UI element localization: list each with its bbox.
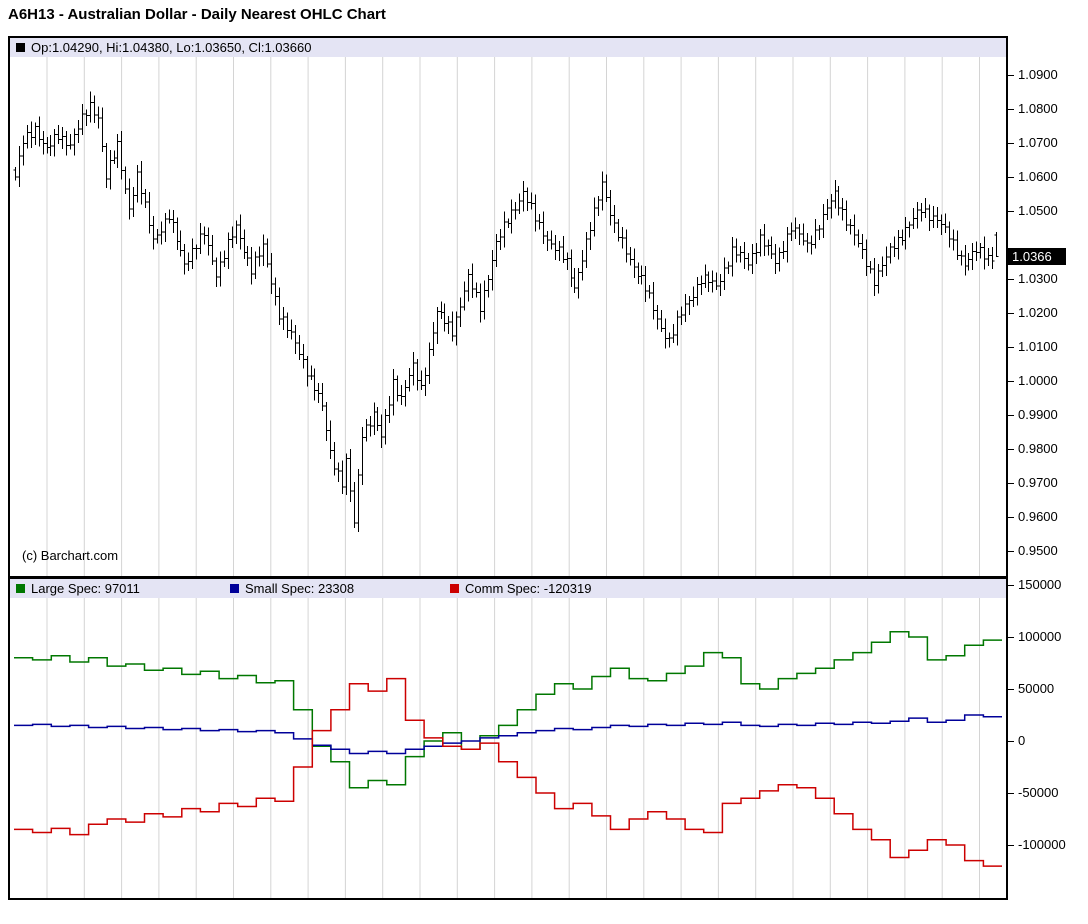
cot-legend-comm-spec: Comm Spec: -120319 bbox=[450, 581, 591, 596]
copyright-label: (c) Barchart.com bbox=[22, 548, 119, 563]
axis-tick-mark bbox=[1008, 792, 1014, 794]
axis-tick-label: 1.0600 bbox=[1018, 169, 1058, 184]
large-spec-label: Large Spec: 97011 bbox=[31, 581, 140, 596]
axis-tick-label: 1.0200 bbox=[1018, 305, 1058, 320]
axis-tick-mark bbox=[1008, 142, 1014, 144]
axis-tick-mark bbox=[1008, 844, 1014, 846]
axis-tick-label: 0.9500 bbox=[1018, 543, 1058, 558]
axis-tick-label: 1.0700 bbox=[1018, 135, 1058, 150]
chart-title: A6H13 - Australian Dollar - Daily Neares… bbox=[8, 6, 386, 23]
small-spec-swatch bbox=[230, 584, 239, 593]
ohlc-chart bbox=[13, 57, 999, 576]
axis-tick-mark bbox=[1008, 414, 1014, 416]
axis-tick-mark bbox=[1008, 312, 1014, 314]
comm-spec-label: Comm Spec: -120319 bbox=[465, 581, 592, 596]
ohlc-panel: Op:1.04290, Hi:1.04380, Lo:1.03650, Cl:1… bbox=[10, 38, 1006, 576]
axis-tick-label: 100000 bbox=[1018, 629, 1062, 644]
axis-tick-label: 0.9900 bbox=[1018, 407, 1058, 422]
small-spec-label: Small Spec: 23308 bbox=[245, 581, 355, 596]
axis-tick-mark bbox=[1008, 74, 1014, 76]
axis-tick-label: 0.9700 bbox=[1018, 475, 1058, 490]
cot-legend: Large Spec: 97011 Small Spec: 23308 Comm… bbox=[10, 579, 1006, 598]
cot-panel: Large Spec: 97011 Small Spec: 23308 Comm… bbox=[10, 579, 1006, 898]
axis-tick-label: 0.9600 bbox=[1018, 509, 1058, 524]
panel-divider bbox=[10, 576, 1006, 579]
large-spec-swatch bbox=[16, 584, 25, 593]
axis-tick-label: 150000 bbox=[1018, 577, 1062, 592]
axis-tick-mark bbox=[1008, 448, 1014, 450]
axis-tick-mark bbox=[1008, 584, 1014, 586]
axis-tick-mark bbox=[1008, 550, 1014, 552]
axis-tick-mark bbox=[1008, 482, 1014, 484]
axis-tick-label: 0 bbox=[1018, 733, 1026, 748]
price-axis: 1.0366 1.0900 1.0800 1.0700 1.0600 1.0500 1.0… bbox=[1008, 36, 1088, 904]
axis-tick-label: 1.0000 bbox=[1018, 373, 1058, 388]
current-price-flag: 1.0366 bbox=[1008, 248, 1066, 266]
cot-chart bbox=[14, 598, 1002, 898]
axis-tick-label: 1.0100 bbox=[1018, 339, 1058, 354]
ohlc-legend: Op:1.04290, Hi:1.04380, Lo:1.03650, Cl:1… bbox=[10, 38, 1006, 57]
comm-spec-swatch bbox=[450, 584, 459, 593]
axis-tick-mark bbox=[1008, 380, 1014, 382]
axis-tick-mark bbox=[1008, 740, 1014, 742]
axis-tick-label: -50000 bbox=[1018, 785, 1059, 800]
axis-tick-mark bbox=[1008, 210, 1014, 212]
axis-tick-mark bbox=[1008, 176, 1014, 178]
axis-tick-mark bbox=[1008, 108, 1014, 110]
axis-tick-label: 1.0300 bbox=[1018, 271, 1058, 286]
axis-tick-mark bbox=[1008, 636, 1014, 638]
chart-frame: Op:1.04290, Hi:1.04380, Lo:1.03650, Cl:1… bbox=[8, 36, 1008, 900]
axis-tick-label: 0.9800 bbox=[1018, 441, 1058, 456]
ohlc-legend-text: Op:1.04290, Hi:1.04380, Lo:1.03650, Cl:1… bbox=[31, 40, 312, 55]
axis-tick-mark bbox=[1008, 516, 1014, 518]
axis-tick-mark bbox=[1008, 346, 1014, 348]
axis-tick-label: -100000 bbox=[1018, 837, 1066, 852]
axis-tick-mark bbox=[1008, 278, 1014, 280]
axis-tick-label: 50000 bbox=[1018, 681, 1055, 696]
cot-legend-small-spec: Small Spec: 23308 bbox=[230, 581, 450, 596]
axis-tick-mark bbox=[1008, 688, 1014, 690]
ohlc-legend-swatch bbox=[16, 43, 25, 52]
axis-tick-label: 1.0800 bbox=[1018, 101, 1058, 116]
axis-tick-label: 1.0900 bbox=[1018, 67, 1058, 82]
cot-legend-large-spec: Large Spec: 97011 bbox=[16, 581, 230, 596]
axis-tick-label: 1.0500 bbox=[1018, 203, 1058, 218]
